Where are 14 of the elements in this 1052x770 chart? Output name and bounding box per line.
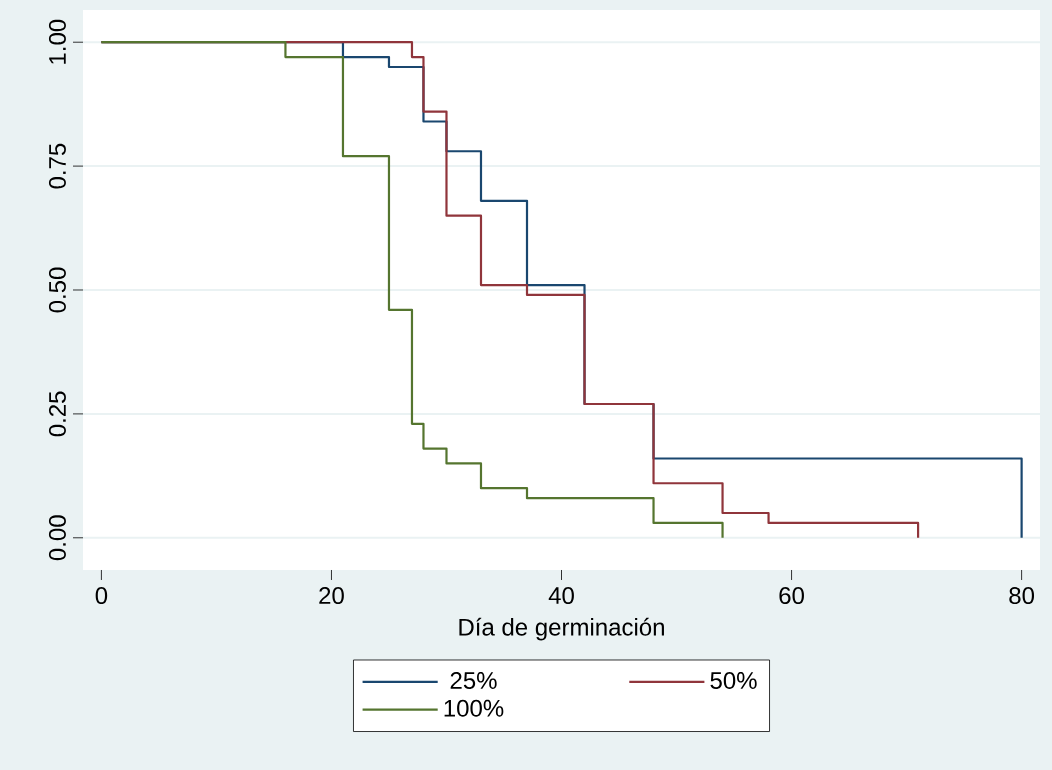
y-tick-label: 1.00 <box>48 19 66 64</box>
x-axis-title: Día de germinación <box>459 617 664 641</box>
y-tick-label: 0.75 <box>48 143 66 189</box>
legend-label: 100% <box>444 699 504 717</box>
x-tick-label: 80 <box>1009 587 1035 605</box>
y-tick-label: 0.00 <box>48 515 66 561</box>
y-tick-label: 0.50 <box>48 267 66 313</box>
legend-label: 25% <box>450 672 497 689</box>
legend-label: 50% <box>710 672 757 689</box>
x-tick-label: 40 <box>548 587 574 605</box>
x-tick-label: 20 <box>319 587 344 605</box>
x-tick-label: 0 <box>95 587 108 605</box>
x-tick-label: 60 <box>779 587 804 605</box>
y-tick-label: 0.25 <box>48 391 66 437</box>
